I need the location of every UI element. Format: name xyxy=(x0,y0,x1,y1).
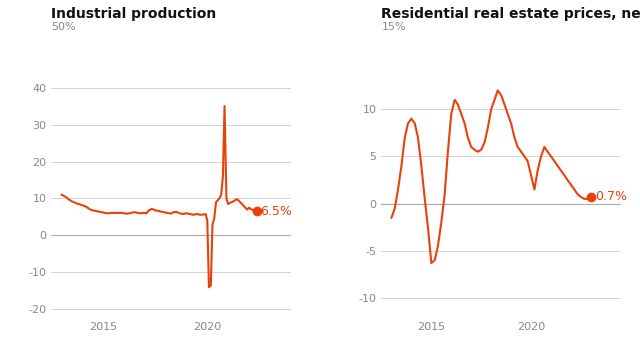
Text: 6.5%: 6.5% xyxy=(260,205,292,218)
Text: 15%: 15% xyxy=(381,22,406,32)
Text: 0.7%: 0.7% xyxy=(595,190,627,203)
Text: 50%: 50% xyxy=(51,22,76,32)
Text: Residential real estate prices, new construction: Residential real estate prices, new cons… xyxy=(381,7,640,21)
Text: Industrial production: Industrial production xyxy=(51,7,216,21)
